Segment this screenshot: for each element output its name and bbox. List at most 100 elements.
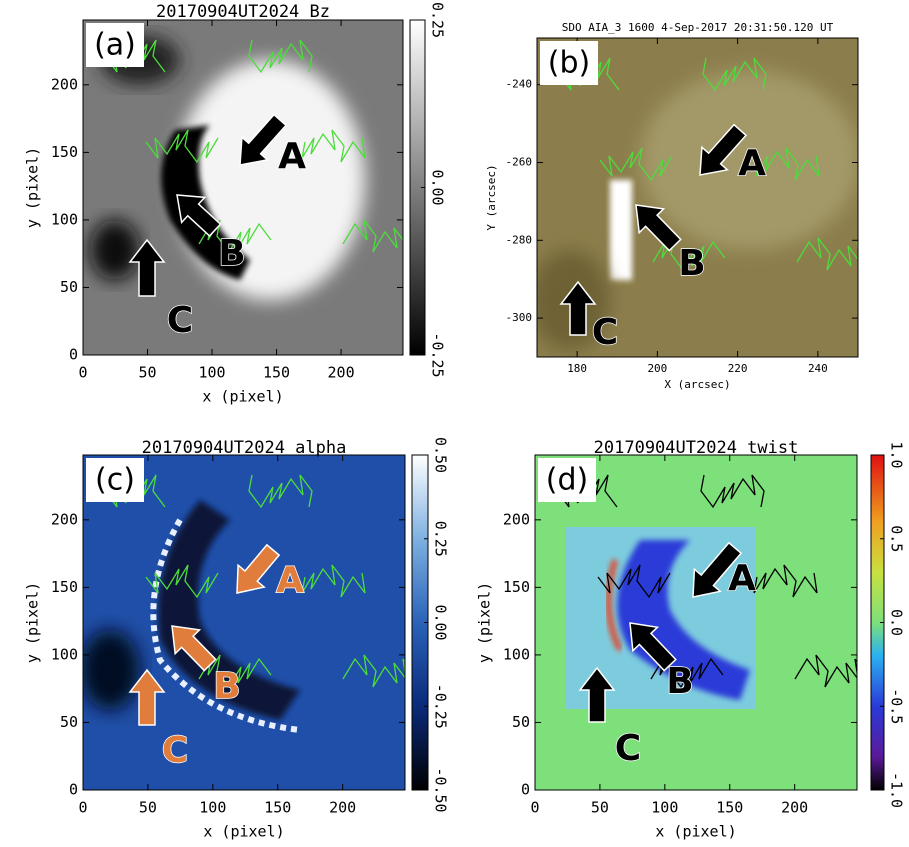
y-tick-label: -300 xyxy=(506,311,533,324)
x-tick-label: 50 xyxy=(138,364,156,382)
x-tick-label: 100 xyxy=(651,799,678,817)
contour xyxy=(599,147,673,182)
x-tick-label: 100 xyxy=(199,799,226,817)
arrow xyxy=(128,238,166,297)
image-region xyxy=(158,500,300,720)
annotation: B xyxy=(218,233,245,274)
y-tick-label: 200 xyxy=(51,75,78,93)
plot-frame xyxy=(534,454,858,791)
colorbar-tick-label: 1.0 xyxy=(888,441,906,468)
panel-label: (b) xyxy=(548,46,590,81)
chart-title: 20170904UT2024 Bz xyxy=(156,2,330,22)
y-tick-label: 0 xyxy=(521,781,530,799)
image-region xyxy=(83,630,140,710)
image-region xyxy=(617,540,750,700)
annotation: A xyxy=(728,558,756,599)
colorbar-tick-label: -0.50 xyxy=(432,767,450,812)
panel-label: (d) xyxy=(546,463,588,498)
colorbar-tick-label: -0.5 xyxy=(888,688,906,724)
contour xyxy=(700,474,765,509)
chart-title: 20170904UT2024 twist xyxy=(594,438,799,458)
image-region xyxy=(90,220,140,280)
contour xyxy=(145,564,219,599)
x-tick-label: 100 xyxy=(198,364,225,382)
panel-label-box xyxy=(86,458,144,502)
arrow xyxy=(128,668,166,726)
arrow xyxy=(629,622,677,672)
image-region xyxy=(606,559,623,652)
y-axis-label: y (pixel) xyxy=(24,147,42,228)
y-tick-label: 50 xyxy=(60,278,78,296)
x-tick-label: 50 xyxy=(591,799,609,817)
y-tick-label: 0 xyxy=(69,781,78,799)
x-tick-label: 200 xyxy=(647,362,667,375)
image xyxy=(83,20,403,355)
colorbar-tick-label: -0.25 xyxy=(429,332,447,377)
annotation: C xyxy=(167,300,193,341)
y-axis-label: Y (arcsec) xyxy=(485,164,498,230)
arrow xyxy=(236,543,281,594)
contour xyxy=(650,654,724,689)
y-tick-label: 150 xyxy=(51,143,78,161)
annotation: A xyxy=(278,136,306,177)
x-tick-label: 50 xyxy=(139,799,157,817)
x-tick-label: 180 xyxy=(567,362,587,375)
x-tick-label: 0 xyxy=(78,364,87,382)
annotation: A xyxy=(276,560,304,601)
contour xyxy=(342,654,405,688)
x-tick-label: 200 xyxy=(328,364,355,382)
colorbar-tick-label: 0.50 xyxy=(432,437,450,473)
panel-label-box xyxy=(540,41,598,85)
arrow xyxy=(699,123,748,176)
chart-title: 20170904UT2024 alpha xyxy=(142,438,347,458)
contour xyxy=(248,474,313,509)
image-region xyxy=(161,125,250,280)
y-tick-label: -240 xyxy=(506,78,533,91)
contour xyxy=(301,564,366,598)
contour xyxy=(342,219,403,253)
annotation: C xyxy=(162,730,188,771)
arrow xyxy=(171,625,217,672)
image xyxy=(537,38,858,357)
colorbar-tick-label: 0.0 xyxy=(888,609,906,636)
x-tick-label: 240 xyxy=(808,362,828,375)
colorbar-tick-label: 0.25 xyxy=(432,521,450,557)
colorbar-tick-label: 0.00 xyxy=(432,604,450,640)
contour xyxy=(597,564,671,599)
plot-frame xyxy=(82,19,404,356)
y-axis-label: y (pixel) xyxy=(476,582,494,663)
arrow xyxy=(578,666,616,723)
arrow xyxy=(239,113,288,166)
image-bg xyxy=(83,455,405,790)
contour xyxy=(702,57,767,92)
y-axis-label: y (pixel) xyxy=(24,582,42,663)
colorbar-tick-label: 0.5 xyxy=(888,525,906,552)
panel-label: (c) xyxy=(95,463,135,498)
annotation: B xyxy=(678,243,705,284)
image-region xyxy=(175,60,365,300)
colorbar-tick-label: -1.0 xyxy=(888,772,906,808)
y-tick-label: 100 xyxy=(51,645,78,663)
annotation: C xyxy=(615,728,641,769)
y-tick-label: 50 xyxy=(512,713,530,731)
y-tick-label: 150 xyxy=(503,578,530,596)
contour xyxy=(301,129,366,163)
x-axis-label: x (pixel) xyxy=(203,823,284,841)
annotation: C xyxy=(592,312,618,353)
plot-frame xyxy=(536,37,859,358)
x-tick-label: 220 xyxy=(728,362,748,375)
y-tick-label: -280 xyxy=(506,233,533,246)
chart-title: SDO AIA_3 1600 4-Sep-2017 20:31:50.120 U… xyxy=(562,21,834,34)
x-tick-label: 150 xyxy=(264,799,291,817)
y-tick-label: 50 xyxy=(60,713,78,731)
x-tick-label: 200 xyxy=(329,799,356,817)
panel-label-box xyxy=(86,23,144,67)
x-tick-label: 0 xyxy=(78,799,87,817)
contour xyxy=(794,654,857,688)
image-region xyxy=(150,518,301,733)
contour xyxy=(652,237,726,272)
contour xyxy=(796,237,858,271)
x-axis-label: x (pixel) xyxy=(202,388,283,406)
y-tick-label: 100 xyxy=(51,210,78,228)
